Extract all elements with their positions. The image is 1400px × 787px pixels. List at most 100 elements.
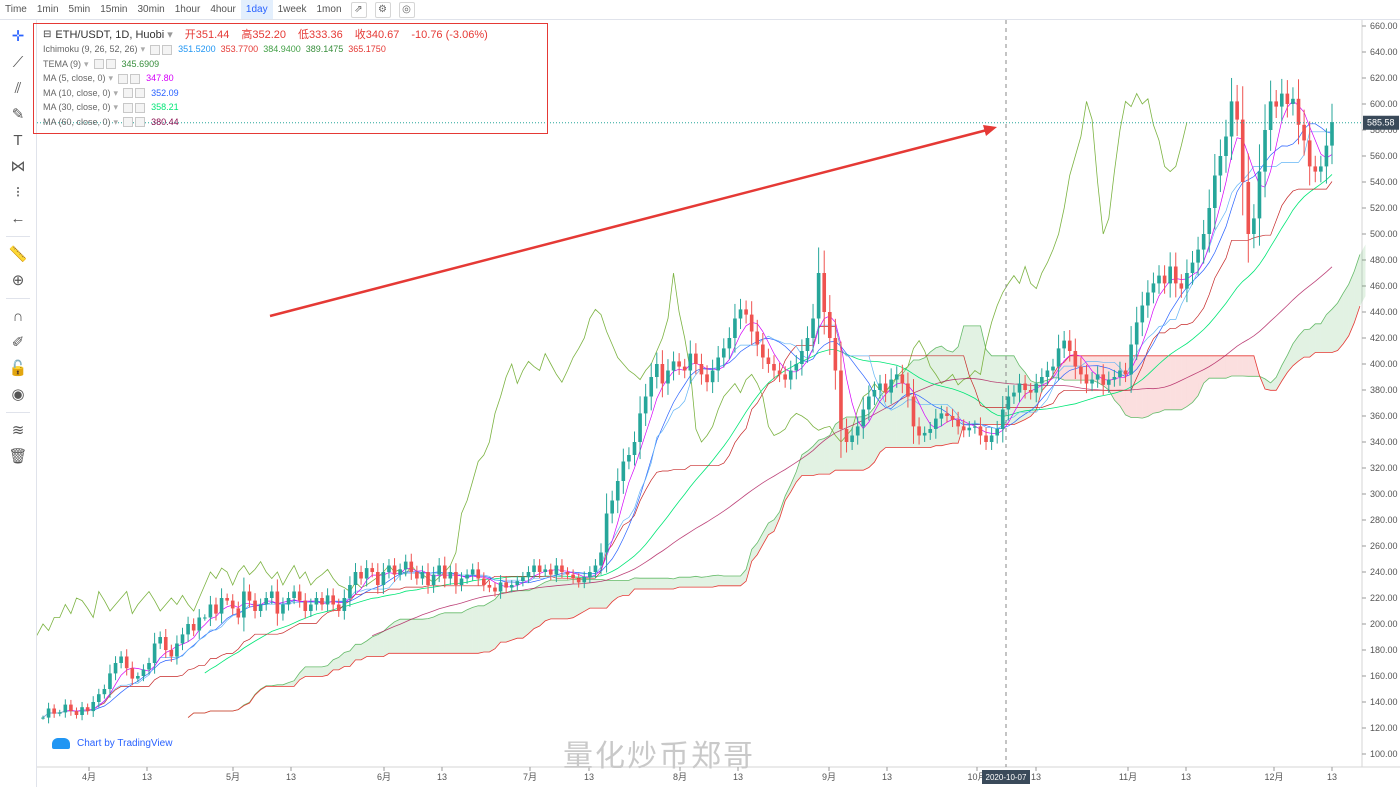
close-icon[interactable] [162, 44, 173, 55]
credit-text[interactable]: Chart by TradingView [77, 737, 173, 749]
indicator-row[interactable]: MA (60, close, 0) ▾ 380.44 [43, 116, 179, 129]
close-icon[interactable] [130, 73, 141, 84]
indicator-row[interactable]: MA (5, close, 0) ▾ 347.80 [43, 72, 174, 85]
symbol-label[interactable]: ETH/USDT, 1D, Huobi [55, 29, 165, 41]
chevron-down-icon[interactable]: ▾ [113, 116, 119, 127]
trash-icon[interactable]: 🗑 [8, 448, 28, 465]
trend-line-icon[interactable]: ⟋ [12, 53, 24, 71]
ichimoku-cloud-segment [322, 665, 328, 677]
candle-body [827, 312, 832, 338]
candle-body [509, 585, 514, 588]
compare-icon[interactable]: ⇗ [350, 1, 367, 18]
zoom-in-icon[interactable]: ⊕ [11, 272, 25, 289]
chevron-down-icon[interactable]: ▾ [140, 44, 146, 54]
arrow-back-icon[interactable]: ← [10, 209, 26, 227]
brush-icon[interactable]: ✎ [11, 106, 25, 123]
timeframe-30min[interactable]: 30min [137, 4, 165, 15]
lock-drawing-icon[interactable]: ✐ [11, 334, 25, 351]
ichimoku-cloud-segment [684, 577, 691, 588]
eye-icon[interactable]: ◉ [11, 386, 25, 403]
indicator-name[interactable]: TEMA (9) [43, 58, 82, 69]
ruler-icon[interactable]: 📏 [8, 246, 28, 263]
candle-body [1257, 171, 1262, 219]
settings-icon[interactable] [123, 88, 134, 98]
candle-body [41, 717, 45, 719]
chevron-down-icon[interactable]: ▾ [113, 87, 119, 98]
prediction-icon[interactable]: ⁝ [15, 184, 21, 201]
symbol-row: ⊟ ETH/USDT, 1D, Huobi ▾ 开 351.44 高 352.20 … [43, 29, 488, 41]
chevron-down-icon[interactable]: ▾ [84, 58, 89, 69]
candle-body [147, 663, 151, 670]
timeframe-4hour[interactable]: 4hour [210, 4, 236, 15]
screenshot-icon[interactable]: ◎ [398, 1, 415, 18]
settings-icon[interactable] [93, 59, 104, 69]
ichimoku-cloud-segment [891, 377, 897, 448]
collapse-icon[interactable]: ⊟ [43, 29, 52, 40]
text-tool-icon[interactable]: T [13, 131, 23, 149]
timeframe-1mon[interactable]: 1mon [316, 4, 342, 15]
price-chart[interactable]: 660.00 640.00 620.00 600.00 580.00 560.00 540.… [37, 20, 1400, 787]
indicator-name[interactable]: Ichimoku (9, 26, 52, 26) [43, 44, 138, 54]
candle-body [454, 572, 458, 585]
timeframe-1min[interactable]: 1min [36, 4, 59, 15]
candle-body [1173, 266, 1178, 284]
ichimoku-cloud-segment [595, 579, 602, 609]
candle-body [1168, 266, 1172, 284]
ichimoku-cloud-segment [1175, 355, 1182, 410]
indicator-name[interactable]: MA (60, close, 0) [43, 116, 111, 127]
timeframe-15min[interactable]: 15min [100, 4, 128, 15]
close-icon[interactable] [105, 59, 116, 69]
candle-body [984, 435, 988, 442]
indicator-name[interactable]: MA (30, close, 0) [43, 102, 111, 112]
annotation-arrow-line[interactable] [269, 128, 988, 318]
magnet-icon[interactable]: ∩ [12, 307, 24, 325]
indicator-row[interactable]: TEMA (9) ▾ 345.6909 [43, 58, 159, 71]
chevron-down-icon[interactable]: ▾ [113, 102, 119, 112]
settings-icon[interactable] [150, 44, 161, 55]
fib-tool-icon[interactable]: ⫽ [14, 79, 22, 97]
chevron-down-icon[interactable]: ▾ [108, 73, 114, 83]
close-icon[interactable] [135, 102, 146, 113]
timeframe-1hour[interactable]: 1hour [174, 4, 201, 15]
settings-icon[interactable] [123, 117, 134, 127]
indicator-row[interactable]: Ichimoku (9, 26, 52, 26) ▾ 351.5200 353.770… [43, 43, 386, 56]
candle-body [939, 413, 944, 419]
candle-body [336, 604, 341, 611]
indicator-row[interactable]: MA (10, close, 0) ▾ 352.09 [43, 87, 179, 100]
pattern-icon[interactable]: ⋈ [10, 158, 26, 175]
price-tick-label: 200.00 [1370, 619, 1398, 629]
ichimoku-cloud-segment [1225, 355, 1232, 379]
candle-body [1240, 119, 1245, 182]
ichimoku-cloud-segment [433, 614, 440, 654]
ichimoku-cloud-segment [868, 407, 875, 468]
timeframe-5min[interactable]: 5min [68, 4, 91, 15]
crosshair-icon[interactable]: ✛ [11, 28, 25, 45]
tradingview-credit[interactable]: Chart by TradingView [52, 733, 172, 753]
time-tick-label: 5月 [226, 772, 240, 782]
close-icon[interactable] [135, 88, 146, 98]
ichimoku-cloud-segment [344, 650, 350, 667]
indicator-name[interactable]: MA (10, close, 0) [43, 87, 111, 98]
layers-icon[interactable]: ≋ [11, 422, 25, 439]
annotation-arrow-head[interactable] [983, 125, 997, 136]
timeframe-1week[interactable]: 1week [277, 4, 307, 15]
candle-body [548, 569, 553, 575]
candle-body [727, 338, 732, 349]
settings-icon[interactable] [118, 73, 129, 84]
settings-icon[interactable]: ⚙ [374, 1, 391, 18]
candle-body [437, 565, 441, 575]
candle-body [1252, 218, 1256, 234]
candle-body [1313, 166, 1318, 172]
candle-body [197, 617, 202, 631]
ichimoku-cloud-segment [1265, 378, 1271, 391]
lock-icon[interactable]: 🔓 [8, 360, 28, 377]
ichimoku-cloud-segment [986, 349, 992, 425]
time-tick-label: 13 [733, 772, 743, 782]
ichimoku-cloud-segment [511, 590, 518, 641]
indicator-name[interactable]: MA (5, close, 0) [43, 73, 106, 83]
indicator-row[interactable]: MA (30, close, 0) ▾ 358.21 [43, 101, 179, 114]
timeframe-1day[interactable]: 1day [240, 0, 273, 19]
settings-icon[interactable] [123, 102, 134, 113]
close-icon[interactable] [135, 117, 146, 127]
ichimoku-cloud-segment [651, 578, 657, 589]
